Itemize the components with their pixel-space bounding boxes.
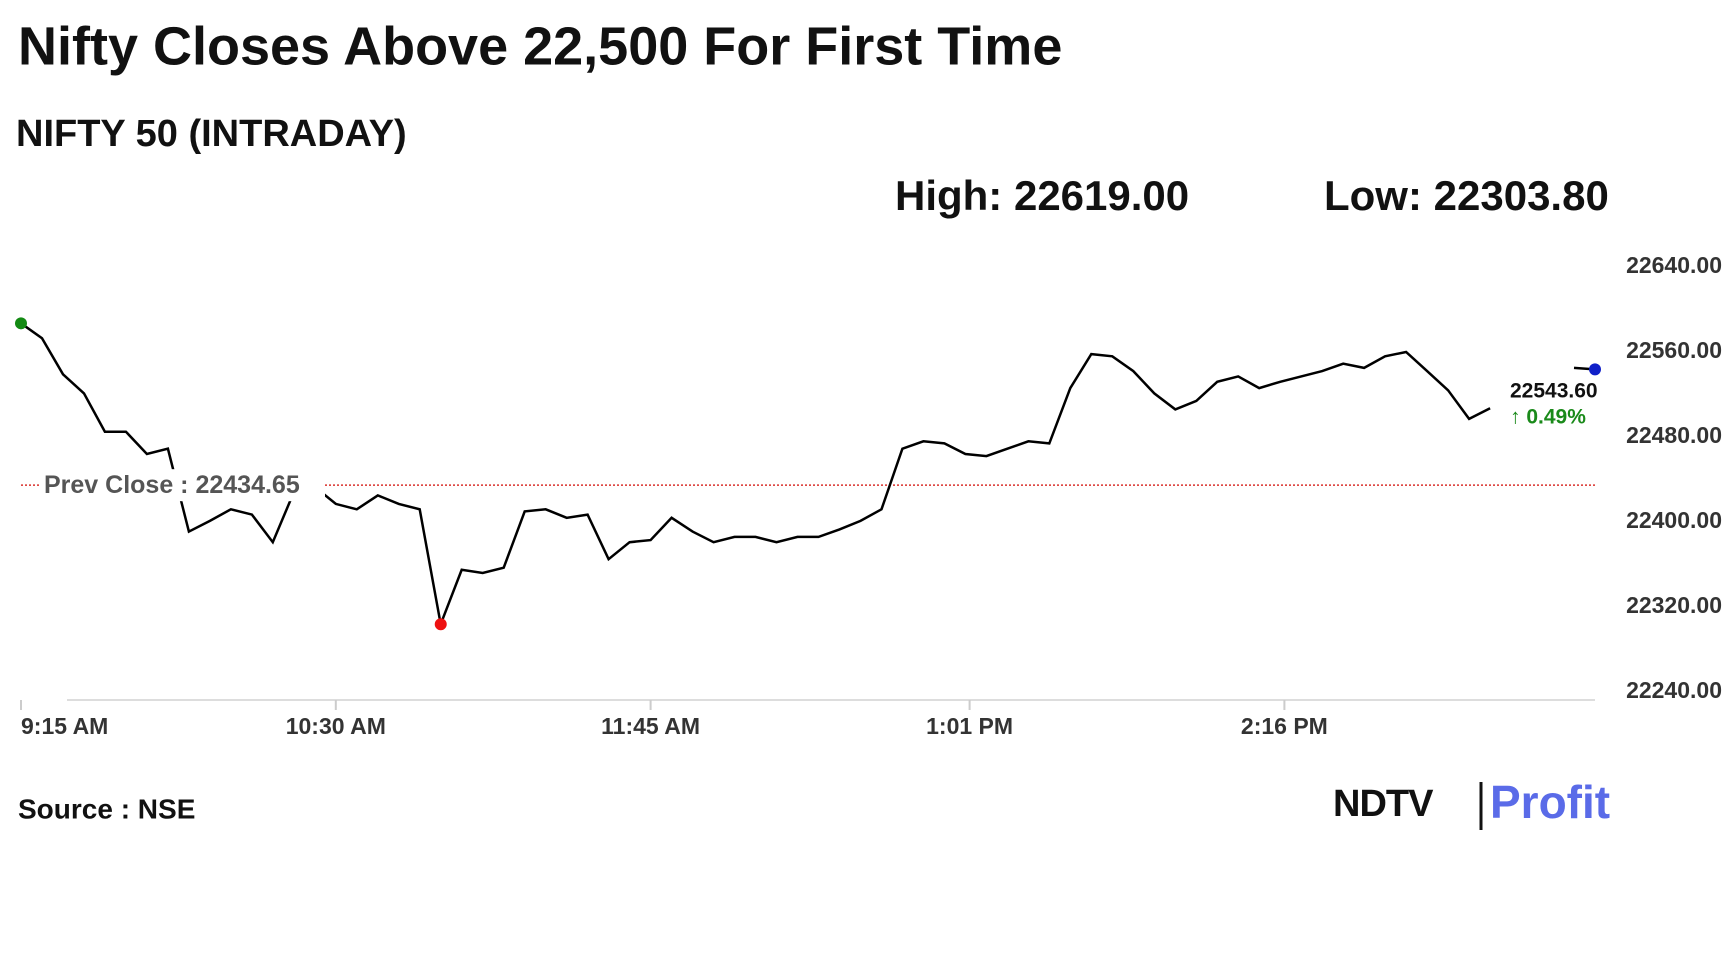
y-tick-label: 22640.00 <box>1626 252 1722 278</box>
close-marker <box>1589 363 1601 376</box>
x-tick-label: 9:15 AM <box>21 713 108 739</box>
prev-close-label: Prev Close : 22434.65 <box>44 471 300 499</box>
low-marker <box>434 618 447 631</box>
logo-ndtv: NDTV <box>1333 783 1434 825</box>
prev-close-label-bg <box>40 469 325 502</box>
y-tick-label: 22560.00 <box>1626 337 1722 363</box>
chart-title: Nifty Closes Above 22,500 For First Time <box>18 16 1062 76</box>
y-tick-label: 22480.00 <box>1626 422 1722 448</box>
x-tick-label: 2:16 PM <box>1241 713 1328 739</box>
high-label: High: 22619.00 <box>895 172 1189 219</box>
x-tick-label: 10:30 AM <box>286 713 386 739</box>
close-value-label: 22543.60 <box>1510 380 1598 403</box>
source: Source : NSE <box>18 793 195 824</box>
change-label: ↑ 0.49% <box>1510 406 1586 429</box>
y-tick-label: 22400.00 <box>1626 507 1722 533</box>
chart-subtitle: NIFTY 50 (INTRADAY) <box>16 113 407 155</box>
y-tick-label: 22240.00 <box>1626 677 1722 703</box>
logo-profit: Profit <box>1490 776 1610 828</box>
x-tick-label: 1:01 PM <box>926 713 1013 739</box>
open-marker <box>15 317 27 330</box>
x-tick-label: 11:45 AM <box>601 713 700 739</box>
low-label: Low: 22303.80 <box>1324 172 1609 219</box>
y-tick-label: 22320.00 <box>1626 592 1722 618</box>
